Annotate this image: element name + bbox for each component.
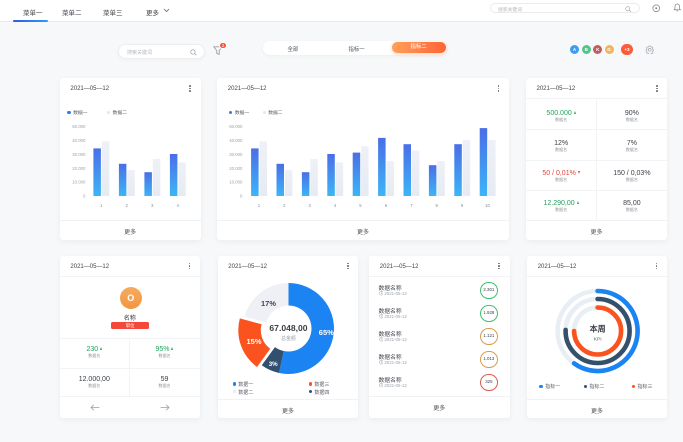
svg-text:40.000: 40.000 [229,138,243,143]
svg-text:10: 10 [485,203,490,208]
svg-text:3: 3 [151,203,154,208]
svg-text:7: 7 [410,203,413,208]
svg-text:4: 4 [334,203,337,208]
svg-text:50.000: 50.000 [229,124,243,129]
svg-text:15%: 15% [246,336,261,345]
svg-text:KPI: KPI [593,336,601,342]
svg-text:17%: 17% [261,299,276,308]
svg-text:40.000: 40.000 [72,138,86,143]
svg-text:0: 0 [240,194,243,199]
svg-text:3: 3 [309,203,312,208]
svg-text:4: 4 [176,203,179,208]
svg-text:50.000: 50.000 [72,124,86,129]
svg-text:10.000: 10.000 [72,180,86,185]
svg-text:本周: 本周 [588,323,605,333]
svg-text:67.048,00: 67.048,00 [269,322,307,332]
svg-text:6: 6 [385,203,388,208]
svg-text:8: 8 [436,203,439,208]
svg-text:65%: 65% [318,327,333,336]
svg-text:0: 0 [83,194,86,199]
svg-text:30.000: 30.000 [229,152,243,157]
svg-text:5: 5 [359,203,362,208]
svg-text:20.000: 20.000 [72,166,86,171]
svg-text:1: 1 [100,203,103,208]
svg-text:2: 2 [125,203,128,208]
svg-text:3%: 3% [268,360,277,367]
svg-text:1: 1 [258,203,261,208]
svg-text:9: 9 [461,203,464,208]
svg-text:总金额: 总金额 [281,334,296,341]
svg-text:2: 2 [283,203,286,208]
svg-text:10.000: 10.000 [229,180,243,185]
svg-text:20.000: 20.000 [229,166,243,171]
svg-text:30.000: 30.000 [72,152,86,157]
